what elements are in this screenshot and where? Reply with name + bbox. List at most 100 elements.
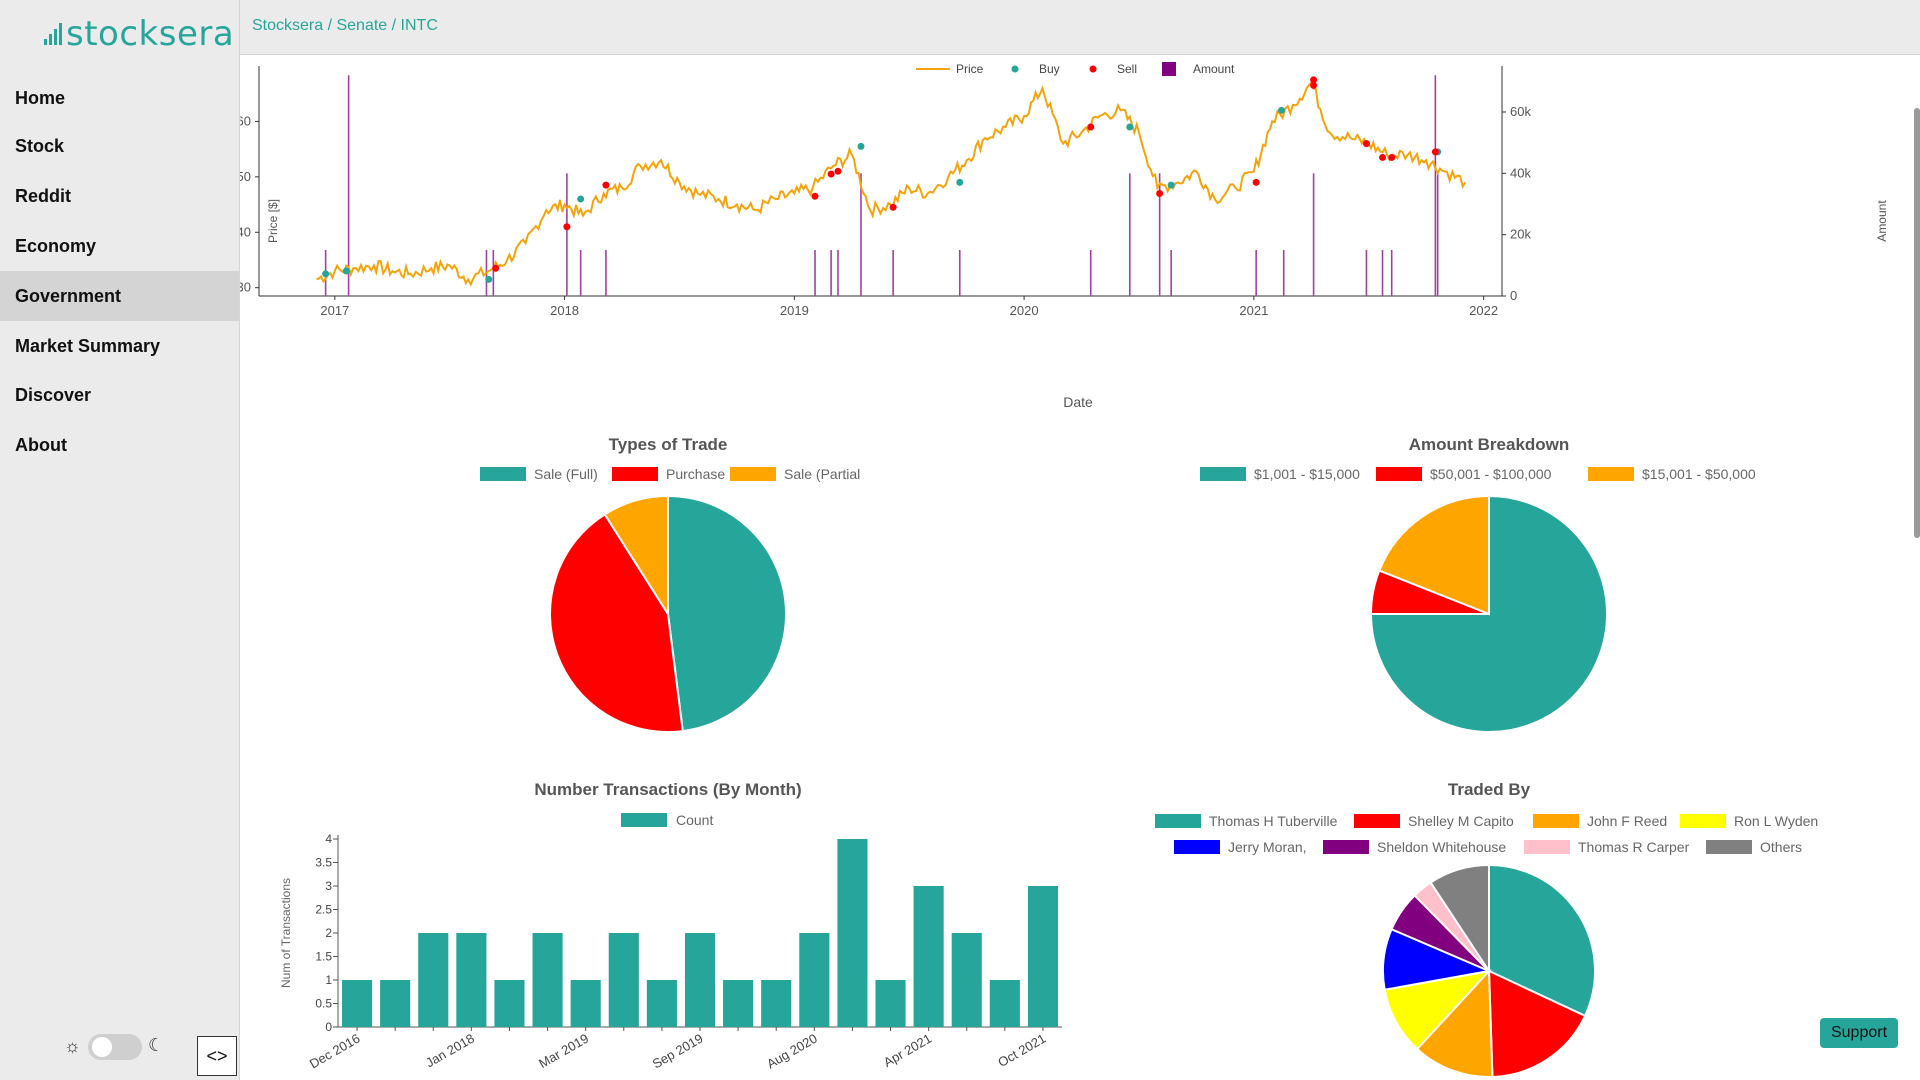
traded-by-slice[interactable] — [1383, 969, 1492, 1051]
bar[interactable] — [380, 980, 411, 1027]
breadcrumb-ticker[interactable]: INTC — [400, 17, 438, 34]
traded-by-legend-swatch — [1174, 840, 1220, 854]
sell-point[interactable] — [1388, 153, 1396, 161]
breadcrumb-stocksera[interactable]: Stocksera — [252, 17, 324, 34]
sell-point[interactable] — [1431, 148, 1439, 156]
price-x-tick-label: 2019 — [780, 303, 809, 318]
buy-point[interactable] — [956, 178, 964, 186]
bar[interactable] — [875, 980, 906, 1027]
bar[interactable] — [570, 980, 601, 1027]
bar[interactable] — [684, 933, 716, 1027]
types-of-trade-legend-swatch — [612, 467, 658, 481]
traded-by-legend-label: Ron L Wyden — [1734, 813, 1818, 829]
traded-by-slice[interactable] — [1487, 969, 1587, 1078]
sell-point[interactable] — [1379, 153, 1387, 161]
bar-y-tick-label: 3.5 — [315, 856, 332, 870]
amount-breakdown-legend-swatch — [1200, 467, 1246, 481]
types-of-trade-legend-swatch — [480, 467, 526, 481]
price-y-tick-label: 50 — [240, 169, 251, 184]
price-y-tick-label: 60 — [240, 113, 251, 128]
traded-by-legend-swatch — [1524, 840, 1570, 854]
nav-home[interactable]: Home — [15, 88, 66, 108]
buy-point[interactable] — [322, 270, 330, 278]
buy-point[interactable] — [342, 267, 350, 275]
bar[interactable] — [837, 839, 868, 1027]
sell-point[interactable] — [1362, 140, 1370, 148]
traded-by-legend-label: Sheldon Whitehouse — [1377, 839, 1506, 855]
brand-logo[interactable]: stocksera — [44, 14, 234, 54]
sell-point[interactable] — [811, 192, 819, 200]
bar[interactable] — [989, 980, 1020, 1027]
amount-y-tick-label: 20k — [1510, 227, 1531, 242]
traded-by-legend-swatch — [1680, 814, 1726, 828]
traded-by-legend-label: Jerry Moran, — [1228, 839, 1307, 855]
nav-government[interactable]: Government — [0, 271, 239, 321]
moon-icon: ☾ — [148, 1035, 165, 1055]
traded-by-legend-swatch — [1323, 840, 1369, 854]
sell-point[interactable] — [602, 181, 610, 189]
buy-point[interactable] — [1126, 123, 1134, 131]
bar[interactable] — [951, 933, 982, 1027]
bar[interactable] — [761, 980, 792, 1027]
bar-y-tick-label: 2 — [325, 926, 332, 940]
bar[interactable] — [456, 933, 487, 1027]
bar[interactable] — [342, 980, 373, 1027]
sell-point[interactable] — [1252, 178, 1260, 186]
breadcrumb-senate[interactable]: Senate — [336, 17, 388, 34]
bar[interactable] — [646, 980, 677, 1027]
nav-reddit[interactable]: Reddit — [15, 186, 71, 206]
nav-market-summary[interactable]: Market Summary — [15, 336, 161, 356]
bar-x-tick-label: Mar 2019 — [536, 1031, 591, 1071]
nav-stock[interactable]: Stock — [15, 136, 65, 156]
sell-point[interactable] — [492, 264, 500, 272]
types-of-trade-slice[interactable] — [667, 494, 787, 733]
amount-breakdown-slice[interactable] — [1369, 494, 1608, 733]
sell-point[interactable] — [1087, 123, 1095, 131]
nav-about[interactable]: About — [15, 435, 67, 455]
toggle-knob — [92, 1037, 112, 1057]
support-button[interactable]: Support — [1820, 1018, 1898, 1048]
bar[interactable] — [799, 933, 830, 1027]
theme-toggle[interactable] — [88, 1034, 142, 1060]
bar[interactable] — [913, 886, 944, 1027]
sell-point[interactable] — [827, 170, 835, 178]
amount-breakdown-slice[interactable] — [1377, 494, 1490, 616]
price-y-tick-label: 40 — [240, 224, 251, 239]
bar[interactable] — [608, 933, 639, 1027]
sell-point[interactable] — [889, 203, 897, 211]
buy-point[interactable] — [577, 195, 585, 203]
sell-point[interactable] — [563, 223, 571, 231]
bar[interactable] — [532, 933, 563, 1027]
theme-switch[interactable]: ☼ ☾ — [60, 1032, 170, 1062]
sell-point[interactable] — [1310, 76, 1318, 84]
code-toggle-button[interactable]: <> — [197, 1036, 237, 1076]
types-of-trade-slice[interactable] — [603, 494, 669, 618]
traded-by-legend-label: Thomas R Carper — [1578, 839, 1690, 855]
traded-by-slice[interactable] — [1415, 968, 1494, 1078]
buy-point[interactable] — [1277, 106, 1285, 114]
nav-discover[interactable]: Discover — [15, 385, 92, 405]
date-xlabel: Date — [1063, 394, 1093, 410]
topbar: Stocksera / Senate / INTC — [240, 0, 1920, 55]
buy-point[interactable] — [1167, 181, 1175, 189]
bar[interactable] — [1027, 886, 1058, 1027]
traded-by-slice[interactable] — [1488, 863, 1596, 1018]
types-of-trade-slice[interactable] — [549, 512, 684, 733]
page-scrollbar[interactable] — [1914, 108, 1920, 538]
traded-by-legend-swatch — [1354, 814, 1400, 828]
legend-buy: Buy — [1039, 62, 1060, 76]
legend-buy-swatch — [1011, 65, 1019, 73]
sell-point[interactable] — [1156, 189, 1164, 197]
traded-by-legend-label: Shelley M Capito — [1408, 813, 1514, 829]
sell-point[interactable] — [834, 167, 842, 175]
traded-by-legend-label: John F Reed — [1587, 813, 1667, 829]
nav-economy[interactable]: Economy — [15, 236, 97, 256]
bar[interactable] — [418, 933, 449, 1027]
legend-count: Count — [676, 812, 713, 828]
buy-point[interactable] — [485, 275, 493, 283]
bar[interactable] — [723, 980, 754, 1027]
buy-point[interactable] — [857, 142, 865, 150]
traded-by-slice[interactable] — [1429, 863, 1490, 975]
bar[interactable] — [494, 980, 525, 1027]
sell-point[interactable] — [1310, 81, 1318, 89]
